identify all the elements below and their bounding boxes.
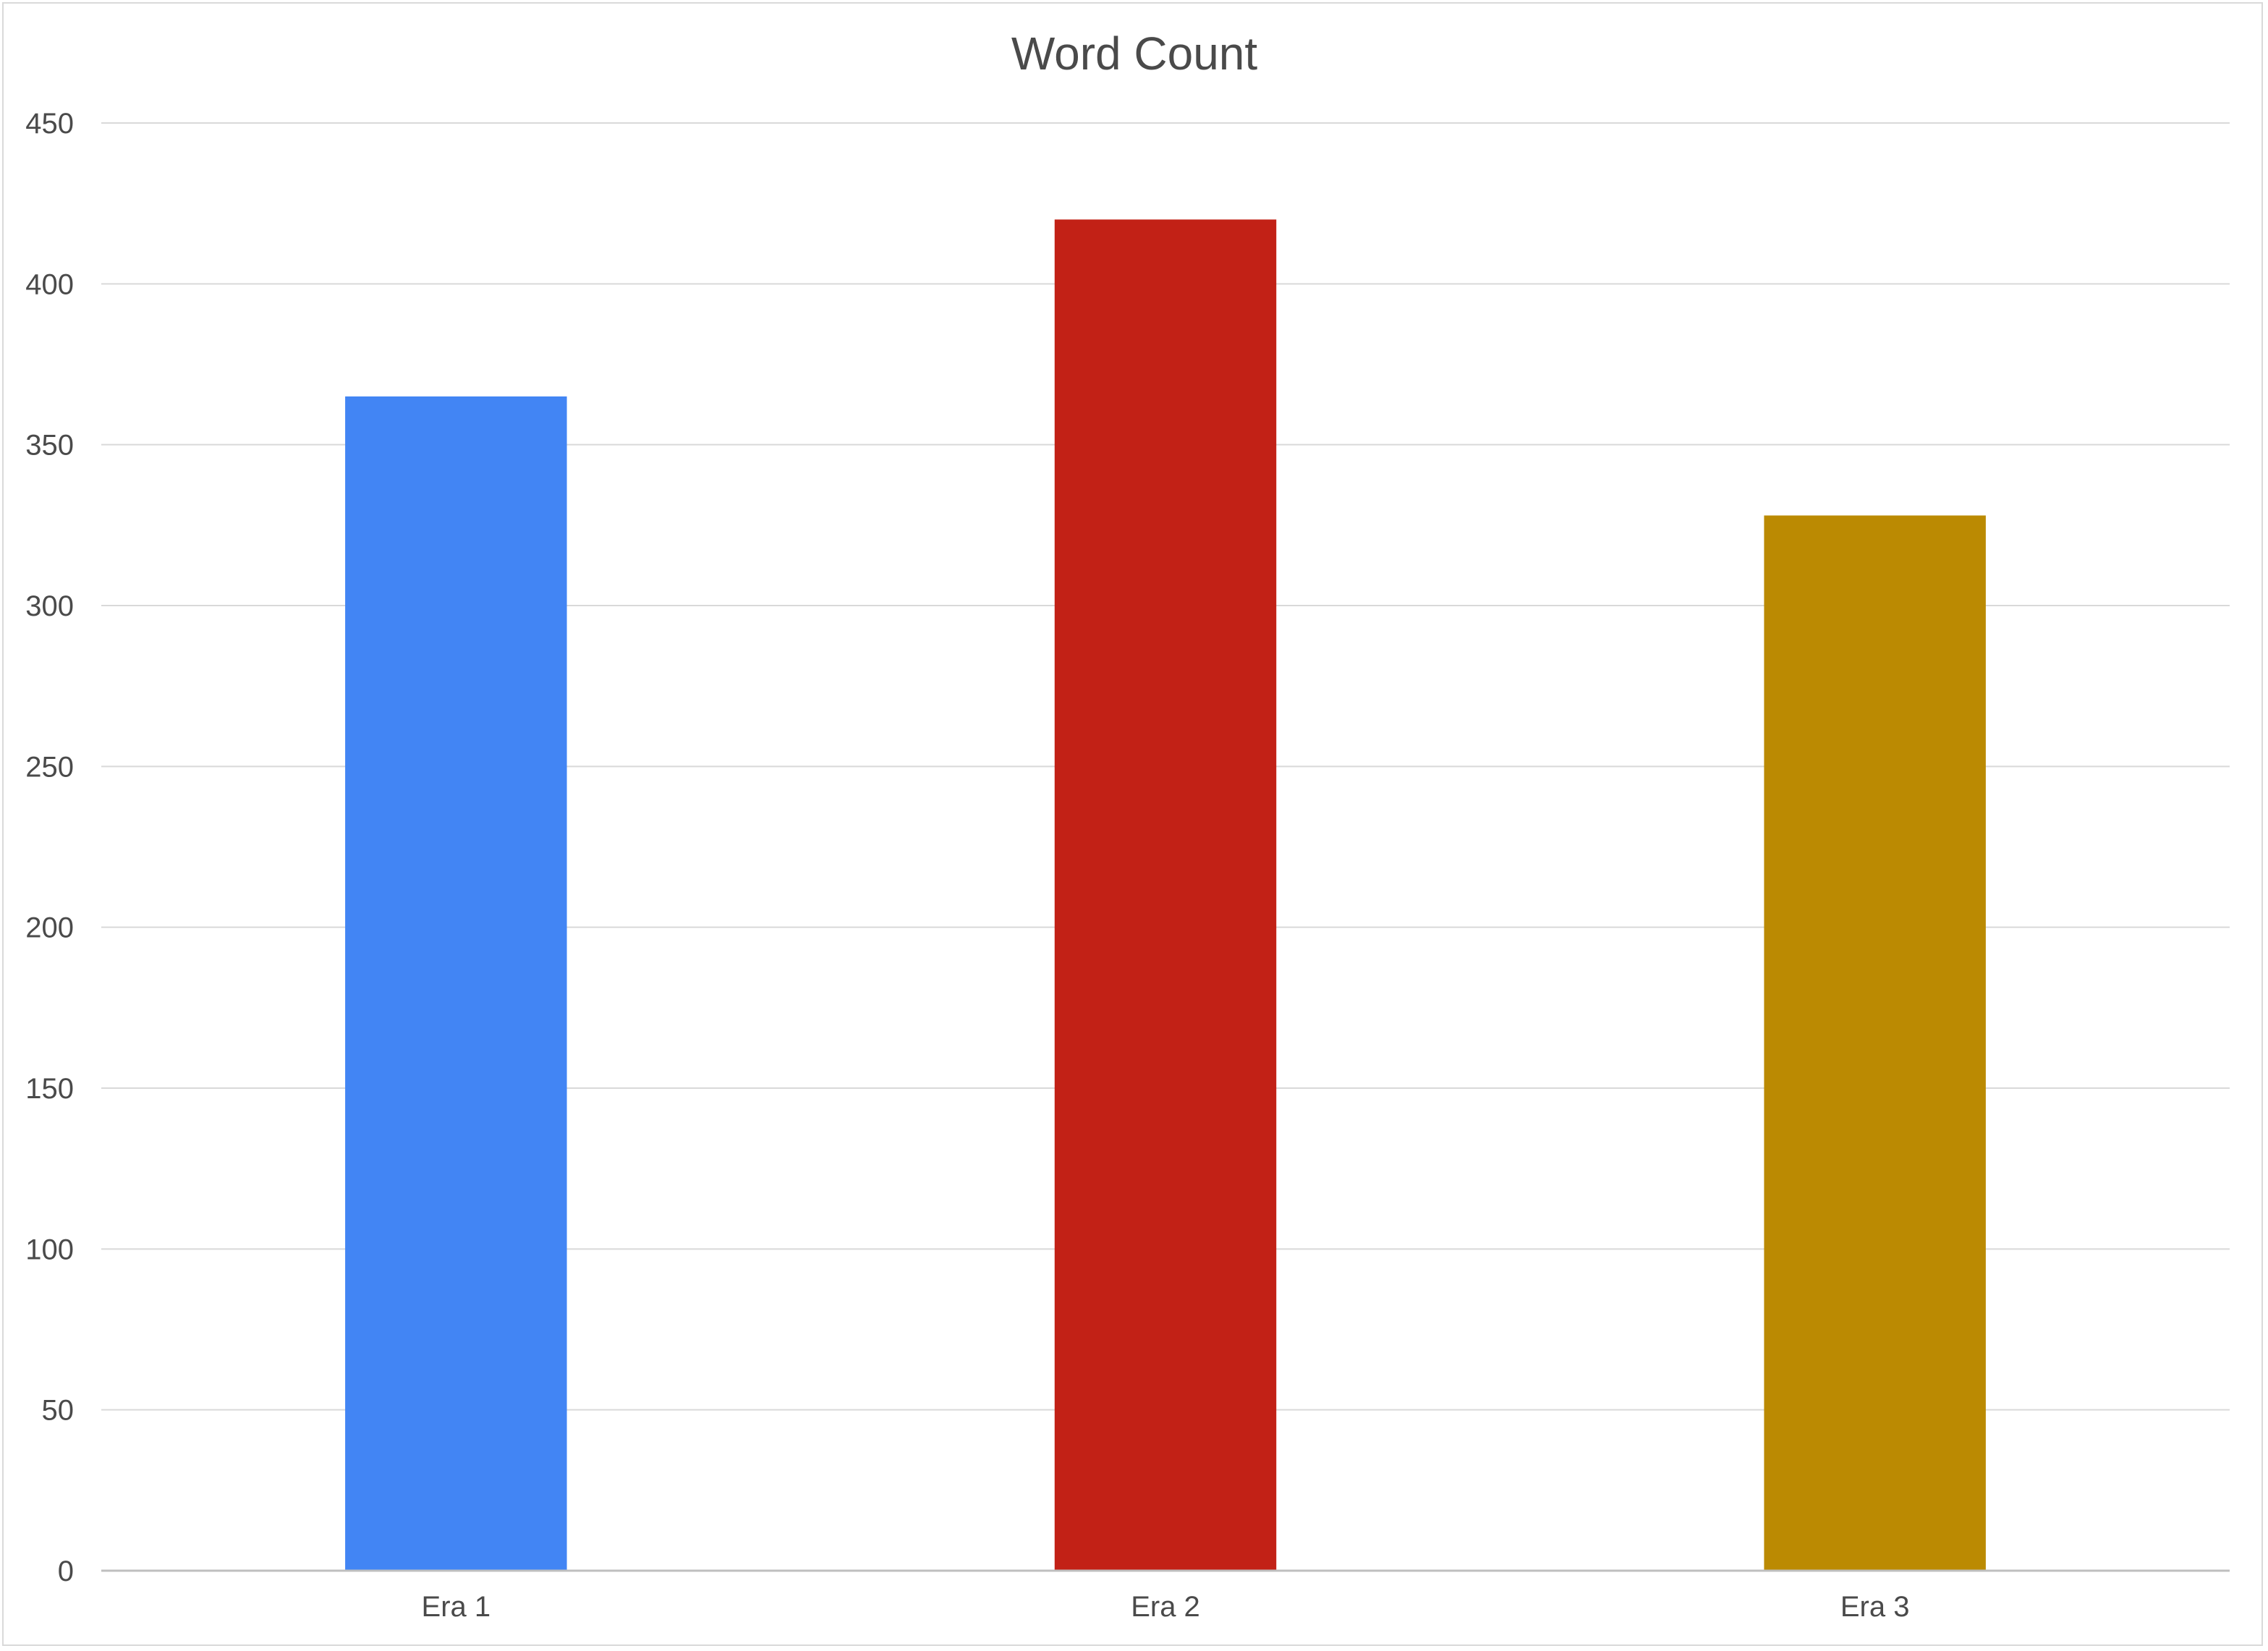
y-tick-label: 450 xyxy=(25,108,74,140)
bar-era-2 xyxy=(1054,219,1277,1571)
y-tick-label: 150 xyxy=(25,1073,74,1105)
x-tick-label: Era 2 xyxy=(1131,1591,1200,1623)
chart-title: Word Count xyxy=(1011,27,1258,80)
y-tick-label: 100 xyxy=(25,1234,74,1265)
bars xyxy=(345,219,1986,1571)
y-tick-label: 50 xyxy=(42,1395,75,1427)
y-tick-label: 300 xyxy=(25,590,74,622)
y-tick-label: 400 xyxy=(25,268,74,300)
y-axis-tick-labels: 0 50 100 150 200 250 300 350 400 450 xyxy=(25,108,74,1587)
y-tick-label: 0 xyxy=(58,1555,74,1587)
x-tick-label: Era 1 xyxy=(422,1591,491,1623)
y-tick-label: 250 xyxy=(25,751,74,783)
x-tick-label: Era 3 xyxy=(1840,1591,1910,1623)
bar-era-1 xyxy=(345,396,567,1571)
bar-era-3 xyxy=(1764,515,1986,1571)
y-tick-label: 200 xyxy=(25,912,74,944)
y-tick-label: 350 xyxy=(25,430,74,462)
x-axis-tick-labels: Era 1 Era 2 Era 3 xyxy=(422,1591,1910,1623)
